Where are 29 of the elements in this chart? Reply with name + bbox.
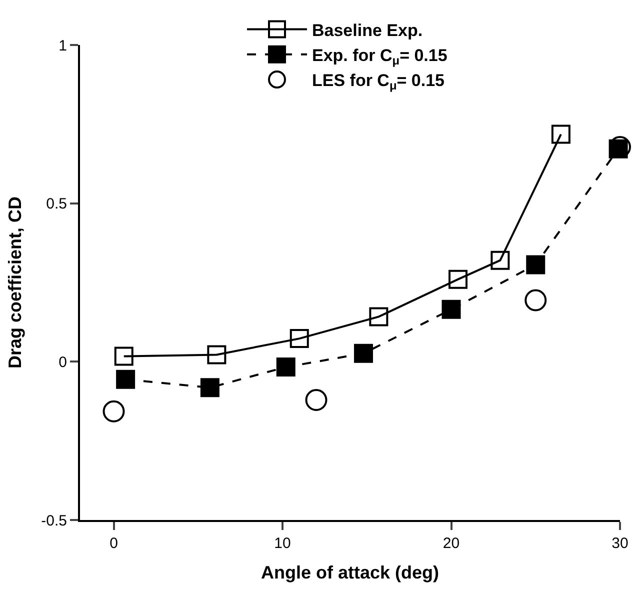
point — [551, 124, 570, 144]
y-tick-label: 0 — [58, 354, 67, 371]
x-tick-label: 20 — [442, 535, 460, 552]
y-tick-label: 1 — [58, 37, 67, 54]
legend-label: Baseline Exp. — [312, 20, 423, 40]
y-tick-label: -0.5 — [41, 512, 67, 530]
x-tick-label: 10 — [274, 535, 291, 552]
x-tick-label: 30 — [612, 535, 628, 552]
point — [276, 358, 296, 377]
point — [207, 345, 226, 364]
point — [102, 400, 125, 422]
x-tick-label: 0 — [110, 535, 118, 552]
point — [354, 344, 373, 363]
point — [526, 255, 546, 274]
point — [114, 346, 134, 366]
legend-label: Exp. for C$_{μ}$= 0.15 — [312, 46, 448, 68]
point — [448, 270, 468, 289]
point — [305, 388, 328, 411]
point — [442, 300, 461, 319]
point — [490, 250, 510, 270]
point — [369, 307, 388, 326]
y-axis-title: Drag coefficient, CD — [4, 196, 25, 369]
point — [290, 329, 309, 348]
legend-label: LES for C$_{μ}$= 0.15 — [312, 71, 444, 93]
point — [524, 289, 547, 312]
y-tick-label: 0.5 — [46, 196, 67, 213]
x-axis-title: Angle of attack (deg) — [260, 562, 440, 583]
point — [200, 378, 220, 398]
point — [116, 370, 136, 389]
